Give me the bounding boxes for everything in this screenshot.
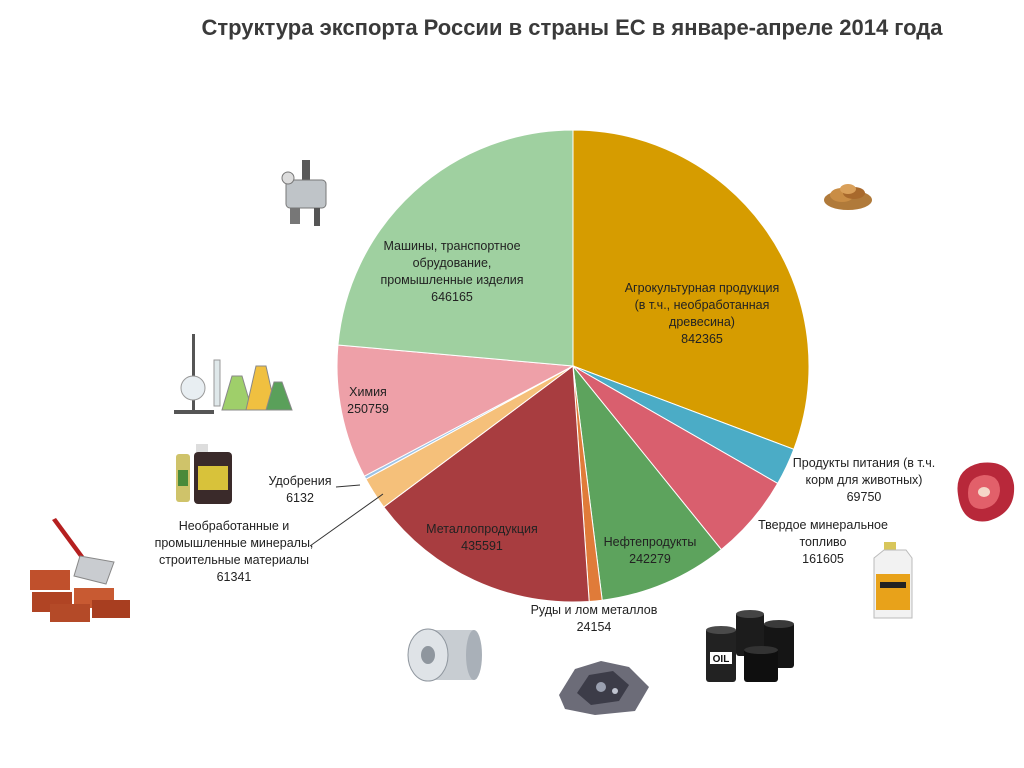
slice-label-4: Руды и лом металлов 24154 bbox=[531, 603, 658, 634]
pie-slice-8 bbox=[336, 344, 575, 477]
pie-slice-0 bbox=[572, 129, 810, 450]
oil-barrel-text: OIL bbox=[713, 654, 730, 665]
slice-label-9: Машины, транспортное обрудование, промышле… bbox=[380, 239, 523, 304]
pie-slice-5 bbox=[383, 365, 590, 603]
pie-slice-9 bbox=[337, 129, 574, 367]
chart-title: Структура экспорта России в страны ЕС в … bbox=[201, 15, 943, 40]
ore-rock-icon bbox=[559, 661, 649, 715]
slice-label-7: Удобрения 6132 bbox=[269, 474, 332, 505]
slice-label-5: Металлопродукция 435591 bbox=[426, 522, 538, 553]
slice-label-2: Твердое минеральное топливо 161605 bbox=[758, 518, 888, 566]
slice-label-6: Необработанные и промышленные минералы, ст… bbox=[155, 519, 314, 584]
bricks-trowel-icon bbox=[30, 518, 130, 622]
slice-label-3: Нефтепродукты 242279 bbox=[604, 535, 697, 566]
sewing-machine-icon bbox=[281, 160, 327, 226]
motor-oil-bottle-icon bbox=[873, 542, 913, 619]
fertilizer-bottles-icon bbox=[176, 444, 232, 504]
leader-line-7 bbox=[335, 484, 361, 488]
meat-icon bbox=[957, 462, 1015, 522]
slice-label-0: Агрокультурная продукция (в т.ч., необраб… bbox=[625, 281, 780, 346]
slice-label-1: Продукты питания (в т.ч. корм для животны… bbox=[793, 456, 935, 504]
steel-coil-icon bbox=[407, 628, 482, 682]
leader-line-6 bbox=[309, 493, 384, 547]
pie-slice-3 bbox=[572, 364, 723, 601]
slice-label-8: Химия 250759 bbox=[347, 385, 389, 416]
lab-glassware-icon bbox=[174, 334, 293, 414]
oil-barrels-icon: OIL bbox=[706, 610, 794, 682]
wood-chips-icon bbox=[824, 184, 872, 210]
